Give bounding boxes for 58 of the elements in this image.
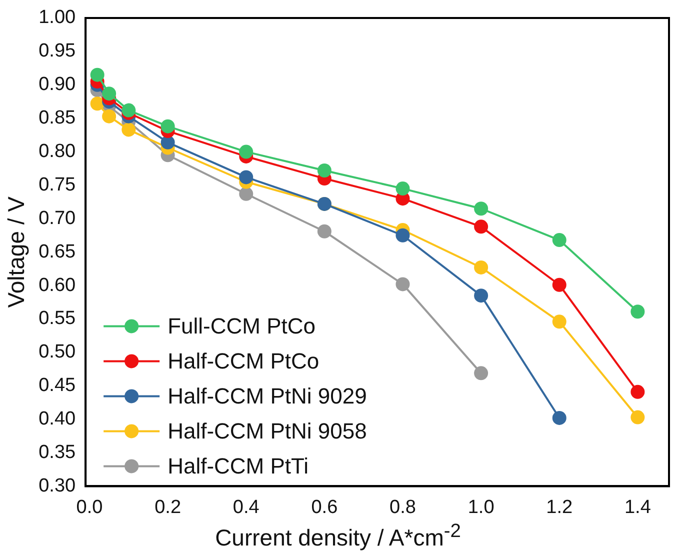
x-tick-label: 1.0	[468, 496, 494, 518]
point	[102, 86, 116, 101]
point	[474, 202, 488, 216]
point	[160, 135, 175, 150]
point	[90, 96, 104, 111]
legend-label: Half-CCM PtNi 9029	[168, 383, 367, 408]
point	[239, 170, 254, 184]
point	[552, 233, 566, 248]
y-tick-label: 0.80	[38, 141, 76, 162]
point	[474, 366, 488, 380]
legend-label: Half-CCM PtCo	[168, 348, 320, 374]
legend-label: Half-CCM PtTi	[168, 453, 309, 478]
y-tick-label: 0.45	[38, 375, 76, 396]
point	[317, 224, 332, 238]
y-tick-label: 0.60	[38, 274, 76, 296]
y-tick-label: 0.85	[38, 108, 76, 129]
point	[122, 122, 136, 137]
point	[396, 182, 410, 196]
point	[630, 410, 645, 424]
legend-label: Full-CCM PtCo	[168, 313, 316, 338]
x-tick-label: 1.4	[624, 496, 652, 518]
x-tick-label: 0.6	[311, 496, 338, 518]
point	[630, 384, 645, 399]
x-axis-title: Current density / A*cm$^{-2}$	[214, 521, 462, 552]
point	[630, 304, 645, 319]
y-tick-label: 0.70	[38, 208, 76, 229]
x-tick-label: 0.0	[76, 496, 103, 518]
x-tick-label: 0.8	[390, 496, 416, 518]
point	[552, 314, 566, 329]
y-tick-label: 0.90	[38, 74, 76, 96]
point	[239, 186, 254, 201]
point	[552, 278, 566, 292]
y-tick-label: 1.00	[38, 7, 76, 28]
point	[474, 288, 488, 303]
point	[90, 68, 104, 82]
point	[396, 277, 410, 292]
y-axis-title: Voltage / V	[3, 196, 30, 308]
y-tick-label: 0.95	[38, 40, 76, 62]
point	[122, 103, 136, 118]
point	[239, 144, 254, 159]
x-tick-label: 1.2	[546, 496, 573, 518]
point	[396, 228, 410, 242]
y-tick-label: 0.40	[38, 408, 76, 430]
x-tick-label: 0.2	[154, 496, 182, 518]
point	[552, 410, 566, 425]
point	[160, 119, 175, 134]
legend-label: Half-CCM PtNi 9058	[168, 418, 367, 444]
y-tick-label: 0.55	[38, 308, 76, 330]
y-tick-label: 0.35	[38, 442, 76, 463]
y-tick-label: 0.50	[38, 342, 76, 363]
point	[102, 109, 116, 124]
point	[474, 260, 488, 274]
point	[317, 164, 332, 178]
y-tick-label: 0.30	[38, 475, 76, 496]
x-tick-label: 0.4	[232, 496, 260, 518]
y-tick-label: 0.65	[38, 241, 76, 262]
point	[474, 220, 488, 234]
y-tick-label: 0.75	[38, 174, 76, 196]
